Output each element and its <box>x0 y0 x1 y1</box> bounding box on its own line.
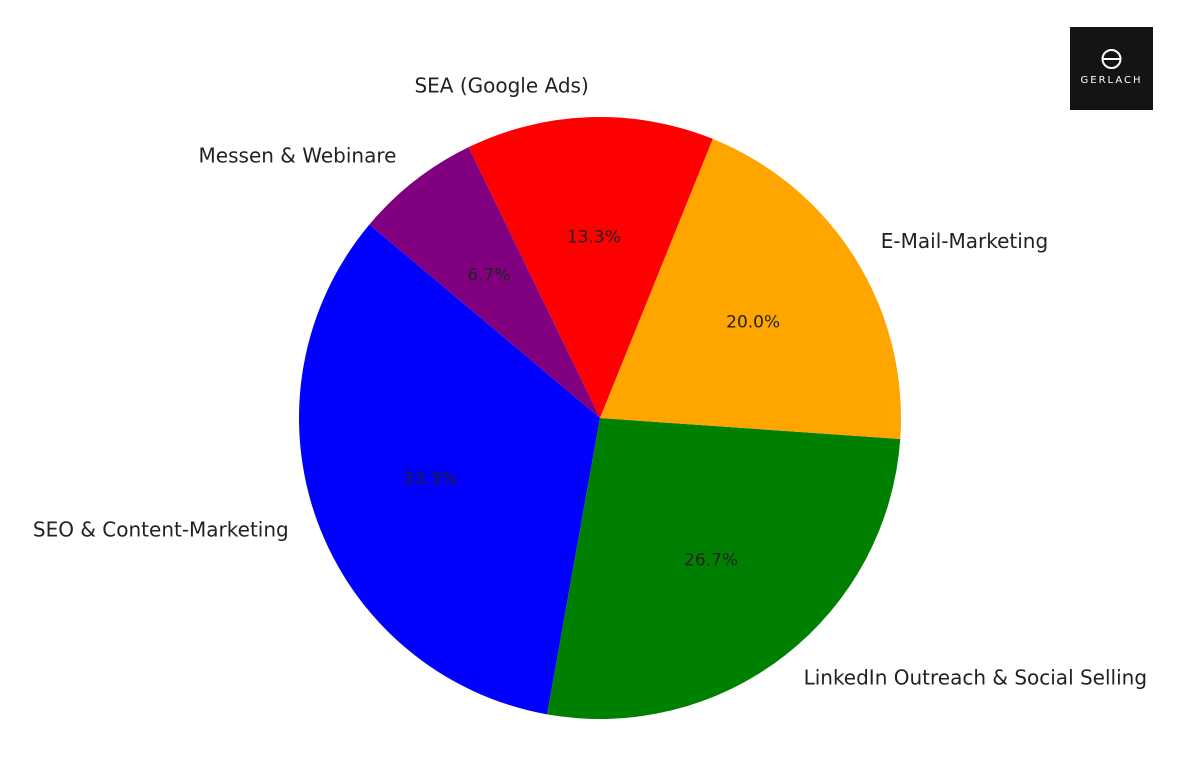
value-label: 6.7% <box>467 266 510 286</box>
slice-label: Messen & Webinare <box>199 143 397 167</box>
logo-text: GERLACH <box>1081 75 1143 86</box>
slice-label: LinkedIn Outreach & Social Selling <box>804 666 1147 690</box>
value-label: 26.7% <box>684 550 738 570</box>
logo-icon <box>1101 49 1122 69</box>
slice-label: SEA (Google Ads) <box>414 74 588 98</box>
value-label: 13.3% <box>567 228 621 248</box>
pie-slice <box>468 116 713 418</box>
slice-label: SEO & Content-Marketing <box>33 517 289 541</box>
pie-slice <box>600 138 901 439</box>
value-label: 20.0% <box>726 312 780 332</box>
slice-label: E-Mail-Marketing <box>881 229 1048 253</box>
pie-slice <box>299 224 600 715</box>
pie: SEO & Content-Marketing 33.3% LinkedIn Out… <box>33 74 1147 719</box>
pie-slice <box>369 147 600 418</box>
pie-slice <box>547 418 901 719</box>
value-label: 33.3% <box>403 470 457 490</box>
logo: GERLACH <box>1070 27 1153 110</box>
